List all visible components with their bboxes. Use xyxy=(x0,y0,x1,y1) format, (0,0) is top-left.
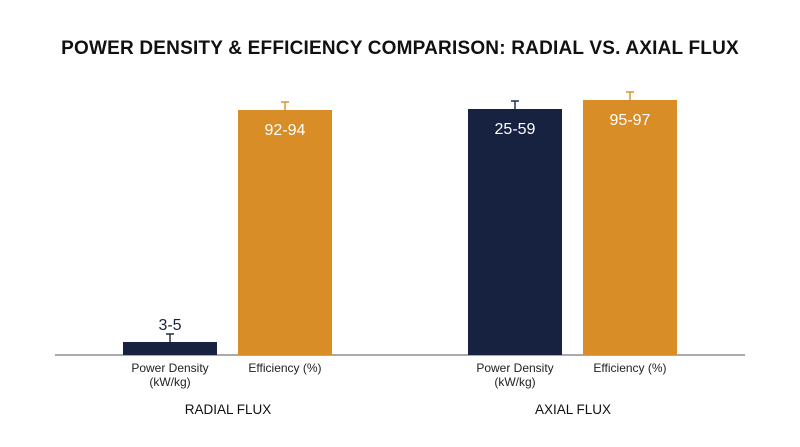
bar xyxy=(583,100,677,355)
tick-label: (kW/kg) xyxy=(149,375,190,389)
tick-label: (kW/kg) xyxy=(494,375,535,389)
tick-label: Power Density xyxy=(131,361,208,375)
group-label: AXIAL FLUX xyxy=(535,402,611,417)
tick-label: Efficiency (%) xyxy=(593,361,666,375)
group-label: RADIAL FLUX xyxy=(185,402,272,417)
data-label: 3-5 xyxy=(158,317,181,334)
tick-label: Power Density xyxy=(476,361,553,375)
data-label: 25-59 xyxy=(495,121,536,138)
bar xyxy=(468,109,562,355)
data-label: 95-97 xyxy=(610,112,651,129)
data-label: 92-94 xyxy=(265,122,306,139)
tick-label: Efficiency (%) xyxy=(248,361,321,375)
bar xyxy=(238,110,332,355)
chart-title: POWER DENSITY & EFFICIENCY COMPARISON: R… xyxy=(61,38,739,59)
